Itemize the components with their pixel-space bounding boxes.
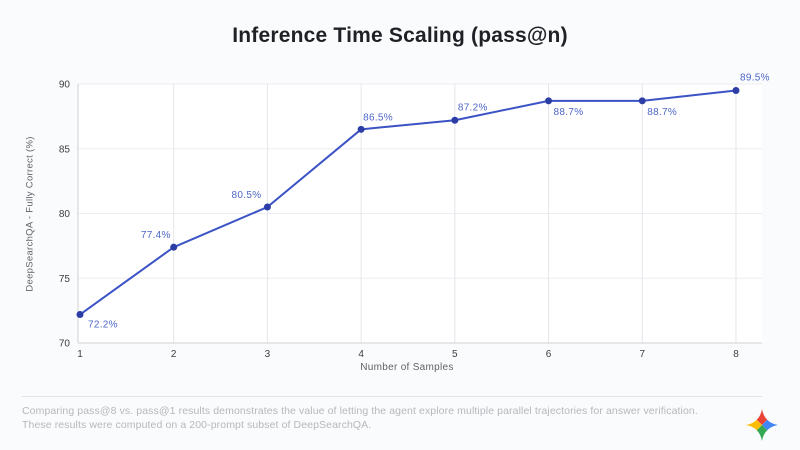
sparkle-petal-bottom: [746, 425, 778, 441]
y-tick-label: 85: [59, 144, 71, 155]
x-tick-label: 2: [171, 349, 177, 360]
footer-caption: Comparing pass@8 vs. pass@1 results demo…: [22, 404, 712, 432]
x-tick-label: 3: [265, 349, 271, 360]
x-tick-label: 6: [546, 349, 552, 360]
x-tick-label: 8: [733, 349, 739, 360]
point-label: 88.7%: [554, 107, 584, 118]
chart-title: Inference Time Scaling (pass@n): [232, 24, 568, 47]
data-point: [170, 243, 178, 251]
data-point: [638, 97, 646, 105]
series-line: [79, 89, 737, 316]
x-tick-label: 5: [452, 349, 458, 360]
data-point: [732, 86, 740, 94]
y-tick-label: 90: [59, 80, 71, 91]
point-label: 87.2%: [458, 102, 488, 113]
x-tick-label: 4: [358, 349, 364, 360]
x-tick-label: 1: [77, 349, 83, 360]
sparkle-petal-top: [746, 409, 778, 425]
y-tick-label: 80: [59, 209, 71, 220]
sparkle-petal-left: [746, 409, 762, 441]
gemini-sparkle-icon: [746, 409, 778, 441]
data-point: [451, 116, 459, 124]
data-point: [263, 203, 271, 211]
footer-caption-line1: Comparing pass@8 vs. pass@1 results demo…: [22, 405, 698, 417]
point-label: 80.5%: [232, 190, 262, 201]
point-label: 86.5%: [363, 112, 393, 123]
point-label: 72.2%: [88, 320, 118, 331]
point-label: 88.7%: [647, 107, 677, 118]
footer-caption-line2: These results were computed on a 200-pro…: [22, 419, 372, 431]
y-tick-label: 70: [59, 339, 71, 350]
y-tick-label: 75: [59, 274, 71, 285]
x-axis-title: Number of Samples: [360, 362, 454, 373]
point-label: 89.5%: [740, 72, 770, 83]
point-label: 77.4%: [141, 230, 171, 241]
data-point: [76, 311, 84, 319]
sparkle-petal-right: [762, 409, 778, 441]
data-point: [545, 97, 553, 105]
data-point: [357, 125, 365, 133]
line-chart: 70 75 80 85 90 1 2 3 4 5 6 7 8 72.2% 77.4% 80.5% 86.5% 87…: [59, 72, 770, 360]
footer-divider: [22, 396, 762, 397]
x-tick-label: 7: [639, 349, 645, 360]
